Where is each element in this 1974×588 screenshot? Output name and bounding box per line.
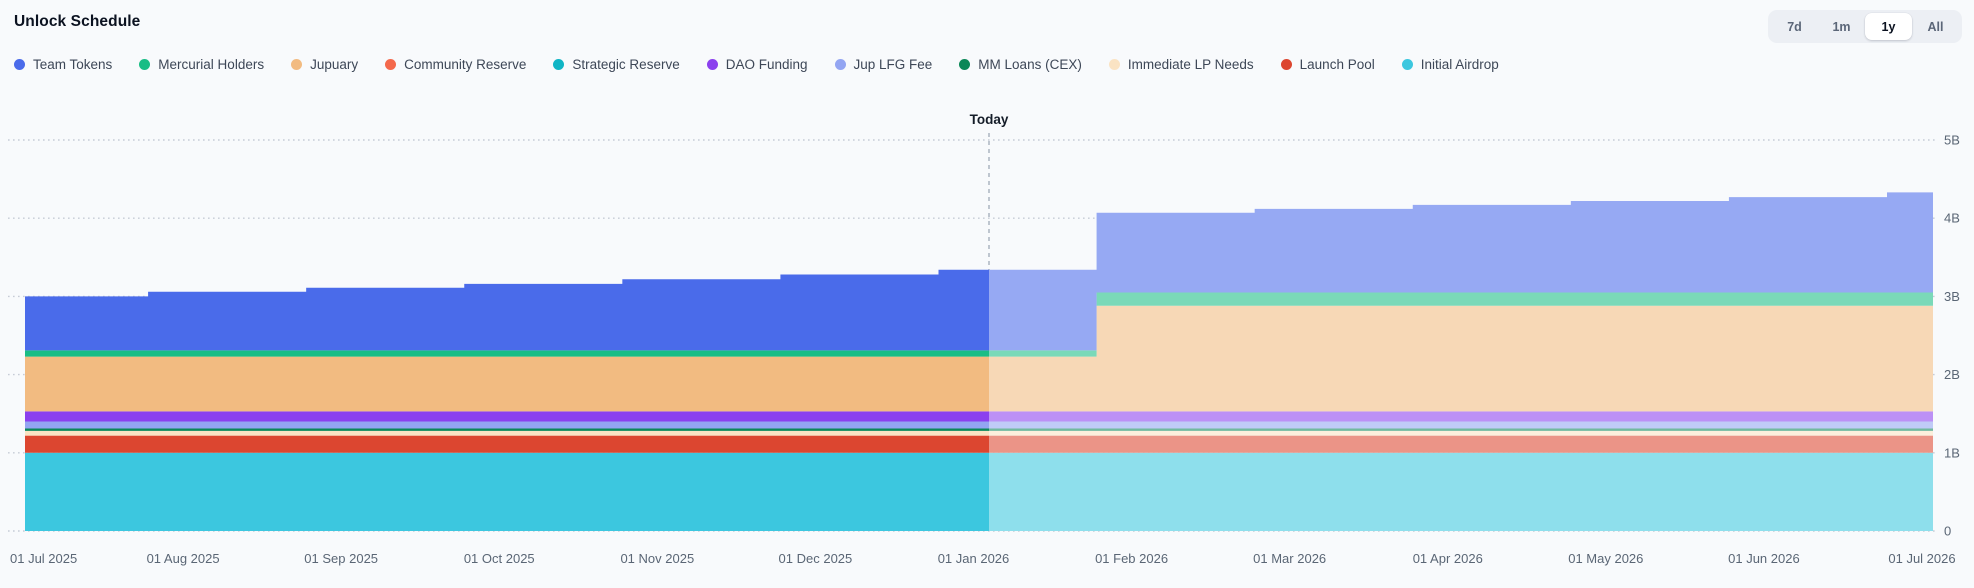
svg-text:01 Nov 2025: 01 Nov 2025 [620, 551, 694, 566]
legend-item-jup-lfg-fee[interactable]: Jup LFG Fee [834, 57, 933, 72]
svg-text:4B: 4B [1944, 211, 1960, 226]
legend-dot-icon [553, 59, 565, 70]
area-team-tokens [25, 269, 989, 351]
range-button-all[interactable]: All [1912, 13, 1959, 40]
area-mercurial-holders-faded [989, 292, 1933, 357]
svg-text:0: 0 [1944, 524, 1951, 539]
area-immediate-lp-needs [25, 430, 989, 436]
area-jup-lfg-fee [25, 421, 989, 429]
legend-dot-icon [291, 59, 303, 70]
x-axis-labels: 01 Jul 2025 01 Aug 2025 01 Sep 2025 01 Oct … [10, 551, 1956, 566]
area-mm-loans-cex--faded [989, 428, 1933, 431]
svg-text:2B: 2B [1944, 367, 1960, 382]
svg-text:01 Jan 2026: 01 Jan 2026 [938, 551, 1010, 566]
area-initial-airdrop [25, 452, 989, 531]
chart-legend: Team Tokens Mercurial Holders Jupuary Commu… [14, 57, 1960, 72]
svg-text:1B: 1B [1944, 445, 1960, 460]
svg-text:01 Oct 2025: 01 Oct 2025 [464, 551, 535, 566]
area-jupuary [25, 356, 989, 412]
svg-text:3B: 3B [1944, 289, 1960, 304]
legend-dot-icon [1280, 59, 1292, 70]
area-jup-lfg-fee-faded [989, 421, 1933, 429]
legend-dot-icon [385, 59, 397, 70]
legend-dot-icon [139, 59, 151, 70]
y-axis-labels: 0 1B 2B 3B 4B 5B [1944, 133, 1960, 539]
legend-item-label: DAO Funding [725, 57, 808, 72]
legend-item-label: Launch Pool [1299, 57, 1375, 72]
legend-item-dao-funding[interactable]: DAO Funding [706, 57, 808, 72]
area-initial-airdrop-faded [989, 452, 1933, 531]
svg-text:01 Jun 2026: 01 Jun 2026 [1728, 551, 1800, 566]
legend-dot-icon [706, 59, 718, 70]
range-button-7d[interactable]: 7d [1771, 13, 1818, 40]
legend-item-mercurial-holders[interactable]: Mercurial Holders [139, 57, 264, 72]
area-team-tokens-faded [989, 192, 1933, 351]
legend-dot-icon [14, 59, 25, 70]
legend-item-community-reserve[interactable]: Community Reserve [385, 57, 526, 72]
legend-item-label: Jup LFG Fee [853, 57, 933, 72]
stacked-areas-future [989, 192, 1933, 531]
legend-item-launch-pool[interactable]: Launch Pool [1280, 57, 1375, 72]
legend-item-label: Immediate LP Needs [1127, 57, 1254, 72]
legend-item-mm-loans-cex-[interactable]: MM Loans (CEX) [959, 57, 1082, 72]
svg-text:01 Jul 2026: 01 Jul 2026 [1888, 551, 1955, 566]
svg-text:5B: 5B [1944, 133, 1960, 148]
legend-item-label: Strategic Reserve [572, 57, 680, 72]
svg-text:01 Feb 2026: 01 Feb 2026 [1095, 551, 1168, 566]
legend-item-label: Jupuary [310, 57, 359, 72]
legend-item-strategic-reserve[interactable]: Strategic Reserve [553, 57, 680, 72]
legend-dot-icon [834, 59, 846, 70]
svg-text:01 Apr 2026: 01 Apr 2026 [1413, 551, 1483, 566]
legend-item-initial-airdrop[interactable]: Initial Airdrop [1401, 57, 1499, 72]
page-title: Unlock Schedule [14, 13, 141, 30]
legend-dot-icon [959, 59, 971, 70]
legend-item-label: Team Tokens [33, 57, 113, 72]
svg-text:01 May 2026: 01 May 2026 [1568, 551, 1643, 566]
area-jupuary-faded [989, 305, 1933, 412]
legend-item-label: Initial Airdrop [1420, 57, 1499, 72]
svg-text:01 Sep 2025: 01 Sep 2025 [304, 551, 378, 566]
area-dao-funding-faded [989, 411, 1933, 422]
area-mm-loans-cex- [25, 428, 989, 431]
legend-item-immediate-lp-needs[interactable]: Immediate LP Needs [1108, 57, 1254, 72]
svg-text:01 Aug 2025: 01 Aug 2025 [147, 551, 220, 566]
area-launch-pool [25, 435, 989, 453]
range-button-1m[interactable]: 1m [1818, 13, 1865, 40]
svg-text:01 Dec 2025: 01 Dec 2025 [779, 551, 853, 566]
svg-text:01 Jul 2025: 01 Jul 2025 [10, 551, 77, 566]
legend-item-label: Community Reserve [404, 57, 527, 72]
range-selector: 7d 1m 1y All [1768, 10, 1962, 43]
area-launch-pool-faded [989, 435, 1933, 453]
legend-dot-icon [1108, 59, 1120, 70]
svg-text:01 Mar 2026: 01 Mar 2026 [1253, 551, 1326, 566]
area-immediate-lp-needs-faded [989, 430, 1933, 436]
legend-item-label: Mercurial Holders [158, 57, 265, 72]
legend-dot-icon [1401, 59, 1413, 70]
today-label: Today [970, 112, 1009, 127]
legend-item-jupuary[interactable]: Jupuary [291, 57, 358, 72]
area-dao-funding [25, 411, 989, 422]
range-button-1y[interactable]: 1y [1865, 13, 1912, 40]
area-mercurial-holders [25, 350, 989, 357]
legend-item-team-tokens[interactable]: Team Tokens [14, 57, 112, 72]
stacked-areas-past [25, 269, 989, 531]
legend-item-label: MM Loans (CEX) [978, 57, 1082, 72]
